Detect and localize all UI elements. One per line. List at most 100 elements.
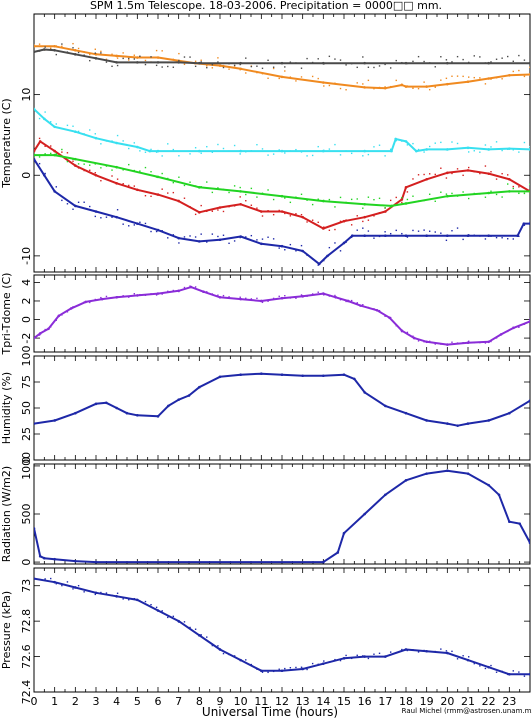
scatter-dot [278, 295, 280, 298]
scatter-dot [339, 299, 342, 301]
scatter-dot [412, 178, 414, 180]
data-point [508, 672, 511, 676]
y-tick-label: 2 [20, 297, 33, 304]
scatter-dot [34, 578, 35, 580]
scatter-dot [133, 58, 136, 60]
scatter-dot [89, 129, 91, 131]
scatter-dot [94, 52, 97, 54]
scatter-dot [428, 230, 431, 232]
data-point [53, 48, 56, 52]
scatter-dot [378, 86, 381, 89]
scatter-dot [378, 65, 381, 67]
data-point [280, 75, 284, 79]
data-point [125, 411, 129, 415]
scatter-dot [178, 290, 180, 293]
y-tick-label: 0 [20, 457, 33, 464]
scatter-dot [55, 583, 57, 585]
scatter-dot [356, 150, 358, 152]
y-tick-label: -2 [20, 333, 33, 344]
data-point [218, 64, 222, 67]
data-point [466, 169, 470, 172]
scatter-dot [178, 176, 180, 178]
scatter-dot [61, 314, 63, 316]
scatter-dot [507, 148, 509, 151]
scatter-dot [328, 198, 331, 201]
scatter-dot [389, 148, 392, 150]
scatter-dot [362, 56, 364, 58]
data-point [528, 320, 530, 323]
data-point [334, 295, 338, 299]
scatter-dot [111, 594, 113, 597]
scatter-dot [261, 192, 264, 194]
scatter-dot [462, 191, 464, 193]
scatter-dot [256, 196, 258, 198]
data-point [301, 667, 304, 671]
scatter-dot [479, 665, 481, 667]
scatter-dot [222, 66, 225, 69]
data-point [487, 483, 490, 487]
scatter-dot [111, 297, 113, 299]
data-point [280, 669, 284, 673]
scatter-dot [323, 149, 325, 152]
data-point [74, 48, 77, 52]
scatter-dot [473, 341, 475, 344]
scatter-dot [122, 169, 124, 171]
data-point [342, 531, 346, 535]
scatter-dot [200, 204, 202, 207]
data-point [404, 202, 408, 205]
data-point [487, 340, 490, 344]
scatter-dot [423, 199, 425, 202]
series-group [34, 285, 530, 346]
data-point [156, 56, 160, 59]
scatter-dot [295, 297, 297, 299]
scatter-dot [356, 302, 358, 304]
y-tick-label: 72.4 [20, 680, 33, 705]
scatter-dot [250, 187, 253, 190]
data-point [239, 373, 242, 377]
scatter-dot [300, 294, 303, 296]
scatter-dot [167, 65, 169, 68]
scatter-dot [495, 77, 498, 79]
scatter-dot [507, 74, 509, 77]
scatter-dot [306, 155, 308, 157]
y-tick-label: 72.8 [20, 609, 33, 634]
scatter-dot [440, 167, 442, 169]
scatter-dot [183, 56, 186, 58]
scatter-dot [523, 59, 526, 61]
scatter-dot [300, 67, 303, 69]
scatter-dot [428, 173, 431, 175]
scatter-dot [512, 149, 514, 151]
data-point [363, 202, 366, 206]
data-point [53, 190, 56, 193]
scatter-dot [116, 57, 119, 59]
scatter-dot [111, 216, 113, 218]
scatter-dot [178, 199, 180, 202]
scatter-dot [272, 297, 275, 300]
scatter-dot [490, 61, 492, 63]
scatter-dot [38, 137, 41, 140]
scatter-dot [83, 591, 85, 593]
scatter-dot [311, 75, 314, 78]
x-tick-label: 16 [358, 695, 372, 708]
scatter-dot [501, 57, 503, 59]
scatter-dot [44, 153, 46, 155]
x-tick-label: 20 [440, 695, 454, 708]
scatter-dot [339, 59, 342, 61]
data-point [136, 222, 139, 225]
data-point [487, 172, 490, 175]
scatter-dot [250, 204, 253, 206]
scatter-dot [389, 67, 392, 69]
scatter-dot [77, 51, 80, 54]
scatter-dot [183, 197, 186, 199]
scatter-dot [139, 189, 141, 192]
data-point [239, 149, 242, 153]
y-tick-label: -10 [20, 247, 33, 265]
scatter-dot [256, 71, 258, 74]
scatter-dot [55, 153, 57, 155]
data-point [280, 373, 284, 377]
scatter-dot [289, 61, 292, 63]
scatter-dot [161, 50, 163, 52]
scatter-dot [217, 294, 219, 296]
scatter-dot [206, 241, 208, 243]
